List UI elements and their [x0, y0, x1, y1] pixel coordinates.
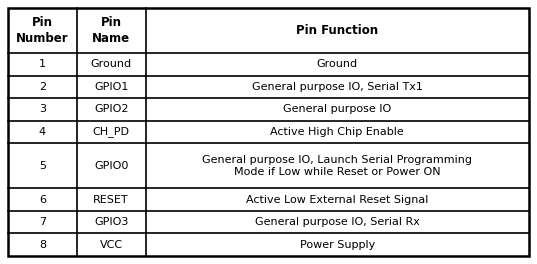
Text: Power Supply: Power Supply — [300, 240, 375, 250]
Text: GPIO0: GPIO0 — [94, 161, 128, 171]
Text: 8: 8 — [39, 240, 46, 250]
Text: 2: 2 — [39, 82, 46, 92]
Text: 3: 3 — [39, 105, 46, 115]
Text: GPIO3: GPIO3 — [94, 217, 128, 227]
Text: Ground: Ground — [91, 59, 132, 69]
Text: GPIO2: GPIO2 — [94, 105, 128, 115]
Text: Ground: Ground — [317, 59, 358, 69]
Text: 5: 5 — [39, 161, 46, 171]
Text: Pin Function: Pin Function — [296, 24, 379, 37]
Text: General purpose IO, Launch Serial Programming
Mode if Low while Reset or Power O: General purpose IO, Launch Serial Progra… — [202, 155, 472, 177]
Text: 1: 1 — [39, 59, 46, 69]
Text: CH_PD: CH_PD — [93, 126, 129, 138]
Text: Active Low External Reset Signal: Active Low External Reset Signal — [246, 195, 429, 205]
Text: 4: 4 — [39, 127, 46, 137]
Text: RESET: RESET — [93, 195, 129, 205]
Text: Active High Chip Enable: Active High Chip Enable — [271, 127, 404, 137]
Text: General purpose IO: General purpose IO — [283, 105, 391, 115]
Text: General purpose IO, Serial Rx: General purpose IO, Serial Rx — [255, 217, 420, 227]
Text: Pin
Number: Pin Number — [16, 16, 69, 45]
Text: 6: 6 — [39, 195, 46, 205]
Text: 7: 7 — [39, 217, 46, 227]
Text: Pin
Name: Pin Name — [92, 16, 130, 45]
Text: General purpose IO, Serial Tx1: General purpose IO, Serial Tx1 — [252, 82, 423, 92]
Text: GPIO1: GPIO1 — [94, 82, 128, 92]
Text: VCC: VCC — [99, 240, 123, 250]
